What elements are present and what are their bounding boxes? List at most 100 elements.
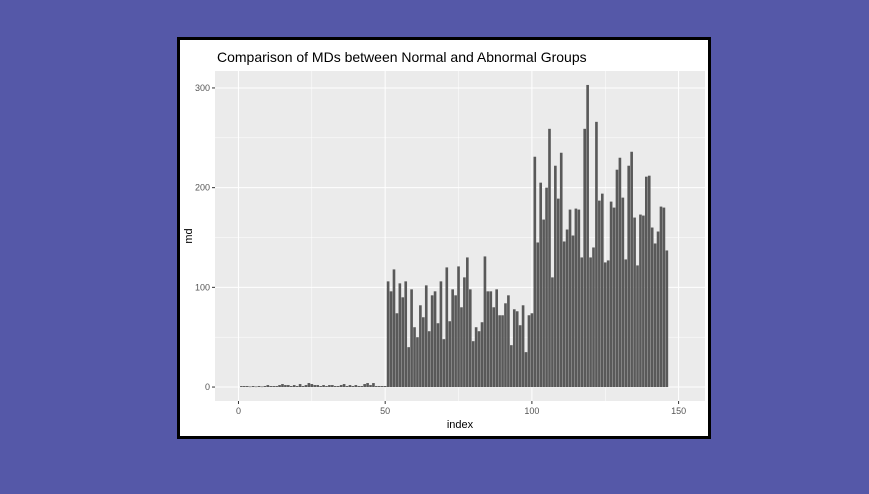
bar bbox=[272, 386, 276, 388]
bar bbox=[284, 385, 287, 388]
bar bbox=[627, 165, 631, 388]
bar bbox=[507, 295, 510, 388]
chart-title: Comparison of MDs between Normal and Abn… bbox=[217, 49, 587, 65]
bar bbox=[495, 289, 498, 388]
bar bbox=[257, 386, 261, 388]
bar bbox=[251, 386, 255, 388]
bar bbox=[501, 315, 504, 388]
bar bbox=[586, 84, 589, 388]
bar bbox=[245, 386, 249, 388]
chart-frame: Comparison of MDs between Normal and Abn… bbox=[177, 37, 711, 439]
bar bbox=[292, 385, 296, 388]
bar bbox=[430, 295, 434, 388]
bar bbox=[448, 321, 452, 388]
bar bbox=[565, 229, 569, 388]
bar bbox=[304, 385, 308, 388]
bar bbox=[254, 386, 258, 388]
y-tick-label: 200 bbox=[195, 183, 210, 193]
bar bbox=[603, 262, 607, 388]
bar bbox=[474, 327, 478, 388]
bar bbox=[615, 169, 619, 388]
bar bbox=[372, 383, 375, 388]
bar bbox=[521, 305, 525, 388]
bar bbox=[407, 347, 410, 388]
bar bbox=[360, 386, 364, 388]
bar bbox=[653, 243, 657, 388]
bar bbox=[313, 385, 317, 388]
bar bbox=[650, 227, 654, 388]
bar bbox=[342, 384, 346, 388]
x-axis-ticks: 0 50 100 150 bbox=[236, 401, 686, 416]
bar bbox=[536, 242, 540, 388]
bar bbox=[348, 385, 352, 388]
bar bbox=[454, 295, 457, 388]
bar bbox=[345, 386, 349, 388]
bar bbox=[363, 384, 366, 388]
bar bbox=[460, 307, 463, 388]
bar bbox=[504, 303, 507, 388]
bar bbox=[624, 259, 628, 388]
bar bbox=[357, 386, 361, 388]
bar bbox=[442, 339, 446, 388]
bar bbox=[639, 214, 642, 388]
bar bbox=[656, 231, 660, 388]
bar bbox=[416, 337, 419, 388]
bar bbox=[366, 383, 369, 388]
bar bbox=[266, 385, 270, 388]
bar bbox=[480, 322, 484, 388]
bar bbox=[598, 200, 601, 388]
bar bbox=[287, 385, 290, 388]
bar bbox=[612, 207, 616, 388]
x-axis-label: index bbox=[447, 419, 474, 431]
bar bbox=[269, 386, 273, 388]
bar bbox=[377, 386, 381, 388]
bar bbox=[486, 291, 490, 388]
bar bbox=[600, 193, 604, 388]
bar bbox=[451, 289, 454, 388]
bar bbox=[554, 165, 557, 388]
bar bbox=[571, 235, 575, 388]
bar bbox=[439, 281, 443, 388]
bar bbox=[642, 215, 645, 388]
bar bbox=[424, 285, 428, 388]
bar bbox=[322, 385, 325, 388]
bar bbox=[301, 386, 305, 388]
bar bbox=[307, 383, 311, 388]
bar bbox=[665, 250, 669, 388]
bar bbox=[618, 157, 622, 388]
bar bbox=[351, 386, 355, 388]
bar bbox=[331, 385, 334, 388]
bar bbox=[510, 345, 513, 388]
bar bbox=[551, 277, 554, 388]
bar bbox=[533, 156, 537, 388]
bar bbox=[556, 198, 560, 388]
bar bbox=[518, 325, 522, 388]
bar bbox=[542, 219, 545, 388]
bar bbox=[386, 281, 390, 388]
bar bbox=[401, 297, 405, 388]
bar bbox=[483, 256, 487, 388]
bar bbox=[240, 386, 243, 388]
bar bbox=[457, 266, 460, 388]
bar bbox=[298, 384, 302, 388]
y-tick-label: 300 bbox=[195, 83, 210, 93]
bar bbox=[398, 283, 402, 388]
bar bbox=[445, 267, 449, 388]
bar bbox=[275, 386, 278, 388]
bar bbox=[527, 315, 531, 388]
bar bbox=[383, 386, 387, 388]
bar bbox=[548, 128, 551, 388]
bar bbox=[559, 152, 563, 388]
bar bbox=[592, 247, 595, 388]
bar bbox=[433, 291, 437, 388]
chart-svg: Comparison of MDs between Normal and Abn… bbox=[183, 49, 705, 431]
bar bbox=[636, 265, 639, 388]
bar bbox=[512, 309, 516, 388]
bar bbox=[413, 327, 416, 388]
y-tick-label: 0 bbox=[205, 382, 210, 392]
bar bbox=[545, 187, 548, 388]
bar bbox=[278, 385, 281, 388]
bar bbox=[647, 175, 651, 388]
bar bbox=[422, 317, 425, 388]
